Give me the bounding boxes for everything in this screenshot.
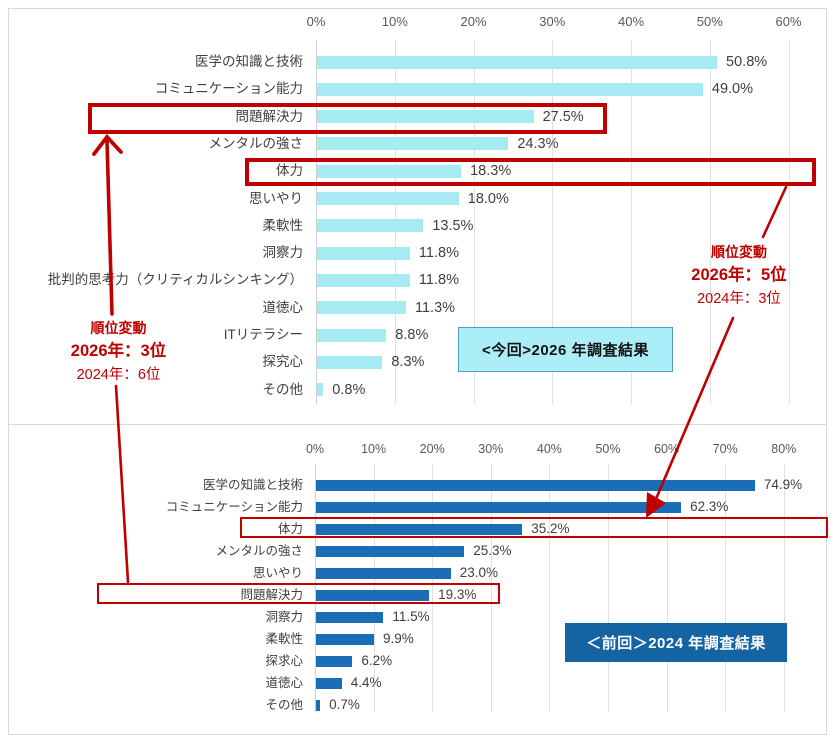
arrow-up-head-icon (92, 134, 123, 156)
rank-change-previous: 2024年：3位 (697, 291, 781, 307)
panel-2024-chart (8, 424, 827, 735)
rank-change-title: 順位変動 (90, 320, 147, 336)
arrow-down-shaft (648, 316, 735, 515)
highlight-box-2026-problem-solving (88, 103, 607, 134)
caption-2026-survey: <今回>2026 年調査結果 (458, 327, 673, 372)
arrow-down-head-icon (646, 492, 666, 518)
rank-change-current: 2026年：3位 (70, 342, 167, 360)
highlight-box-2026-physical-strength (245, 158, 816, 186)
caption-2024-survey: ＜前回＞2024 年調査結果 (565, 623, 787, 662)
rank-change-current: 2026年：5位 (691, 266, 787, 284)
rank-change-annotation-left: 順位変動 2026年：3位 2024年：6位 (28, 318, 209, 386)
panel-2026-chart (8, 8, 827, 425)
connector-line-right-upper (761, 185, 788, 239)
arrow-up-shaft (105, 139, 114, 316)
rank-change-annotation-right: 順位変動 2026年：5位 2024年：3位 (649, 242, 829, 310)
highlight-box-2024-physical-strength (240, 517, 828, 538)
highlight-box-2024-problem-solving (97, 583, 500, 604)
connector-line-down-left (114, 384, 130, 584)
rank-change-previous: 2024年：6位 (76, 367, 161, 383)
rank-change-title: 順位変動 (711, 244, 767, 260)
